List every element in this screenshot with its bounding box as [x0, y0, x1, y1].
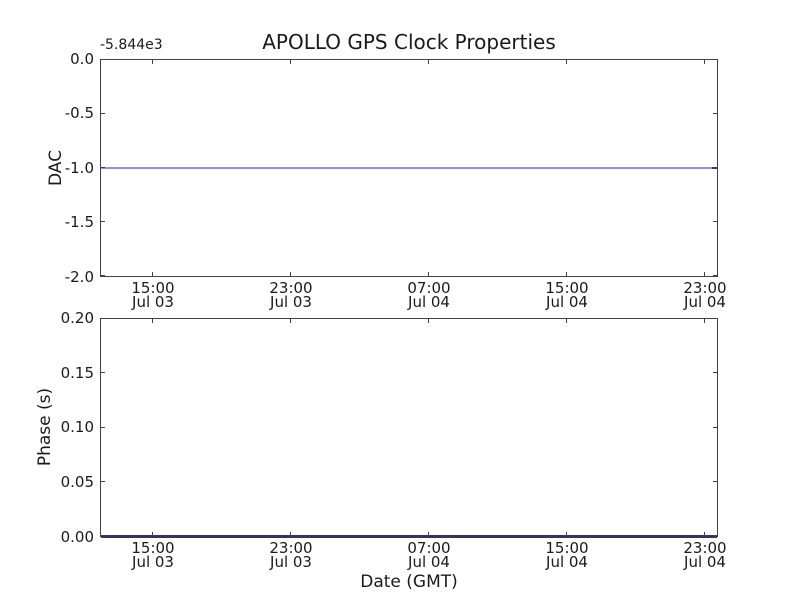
dac-plot-area: [100, 59, 718, 277]
phase-xtick-label: 15:00 Jul 03: [117, 539, 189, 571]
phase-ytick-label: 0.10: [60, 418, 94, 436]
tick-mark: [713, 372, 717, 374]
xtick-time: 15:00: [545, 539, 589, 557]
tick-mark: [427, 532, 429, 536]
phase-ytick-label: 0.15: [60, 364, 94, 382]
phase-ytick-label: 0.00: [60, 528, 94, 546]
tick-mark: [101, 59, 105, 60]
tick-mark: [152, 272, 154, 276]
xtick-date: Jul 04: [408, 293, 450, 311]
tick-mark: [101, 372, 105, 374]
tick-mark: [713, 480, 717, 482]
tick-mark: [713, 113, 717, 114]
tick-mark: [703, 319, 705, 323]
tick-mark: [101, 275, 105, 276]
phase-plot-area: [100, 318, 718, 538]
tick-mark: [703, 532, 705, 536]
phase-xtick-label: 23:00 Jul 03: [255, 539, 327, 571]
dac-xtick-label: 15:00 Jul 03: [117, 279, 189, 311]
tick-mark: [290, 60, 292, 64]
dac-xtick-label: 15:00 Jul 04: [531, 279, 603, 311]
phase-axis-label: Phase (s): [35, 387, 55, 467]
phase-xtick-label: 07:00 Jul 04: [393, 539, 465, 571]
tick-mark: [713, 318, 717, 319]
figure-title: APOLLO GPS Clock Properties: [262, 30, 556, 54]
phase-line: [101, 535, 717, 538]
tick-mark: [427, 60, 429, 64]
dac-xtick-label: 07:00 Jul 04: [393, 279, 465, 311]
tick-mark: [290, 319, 292, 323]
tick-mark: [713, 167, 717, 168]
xtick-time: 23:00: [683, 539, 727, 557]
phase-ytick-label: 0.05: [60, 473, 94, 491]
xtick-date: Jul 04: [684, 293, 726, 311]
xtick-date: Jul 04: [408, 553, 450, 571]
tick-mark: [101, 167, 105, 168]
xtick-date: Jul 03: [132, 293, 174, 311]
tick-mark: [565, 272, 567, 276]
dac-line-end-marker: [712, 167, 717, 169]
tick-mark: [427, 319, 429, 323]
xtick-date: Jul 03: [132, 553, 174, 571]
y-axis-offset-label: -5.844e3: [100, 37, 163, 53]
xtick-time: 23:00: [683, 279, 727, 297]
tick-mark: [713, 59, 717, 60]
dac-ytick-label: -2.0: [64, 268, 94, 286]
tick-mark: [713, 426, 717, 428]
tick-mark: [152, 319, 154, 323]
dac-line: [101, 167, 717, 169]
tick-mark: [713, 535, 717, 536]
tick-mark: [713, 221, 717, 222]
phase-xtick-label: 15:00 Jul 04: [531, 539, 603, 571]
tick-mark: [101, 426, 105, 428]
dac-ytick-label: -1.0: [64, 159, 94, 177]
tick-mark: [290, 272, 292, 276]
tick-mark: [703, 60, 705, 64]
xaxis-label: Date (GMT): [360, 572, 458, 592]
xtick-date: Jul 04: [684, 553, 726, 571]
xtick-time: 15:00: [545, 279, 589, 297]
dac-xtick-label: 23:00 Jul 03: [255, 279, 327, 311]
xtick-time: 07:00: [407, 279, 451, 297]
tick-mark: [101, 480, 105, 482]
xtick-date: Jul 03: [270, 553, 312, 571]
tick-mark: [565, 532, 567, 536]
phase-xtick-label: 23:00 Jul 04: [669, 539, 741, 571]
dac-xtick-label: 23:00 Jul 04: [669, 279, 741, 311]
tick-mark: [101, 535, 105, 536]
dac-ytick-label: -0.5: [64, 104, 94, 122]
xtick-date: Jul 04: [546, 293, 588, 311]
xtick-date: Jul 03: [270, 293, 312, 311]
tick-mark: [565, 60, 567, 64]
xtick-time: 23:00: [269, 279, 313, 297]
dac-axis-label: DAC: [46, 150, 66, 186]
tick-mark: [290, 532, 292, 536]
tick-mark: [152, 60, 154, 64]
phase-ytick-label: 0.20: [60, 309, 94, 327]
tick-mark: [152, 532, 154, 536]
tick-mark: [101, 318, 105, 319]
tick-mark: [565, 319, 567, 323]
xtick-time: 15:00: [131, 279, 175, 297]
tick-mark: [703, 272, 705, 276]
tick-mark: [101, 113, 105, 114]
tick-mark: [427, 272, 429, 276]
xtick-time: 15:00: [131, 539, 175, 557]
dac-ytick-label: -1.5: [64, 213, 94, 231]
tick-mark: [101, 221, 105, 222]
xtick-date: Jul 04: [546, 553, 588, 571]
tick-mark: [713, 275, 717, 276]
xtick-time: 23:00: [269, 539, 313, 557]
dac-ytick-label: 0.0: [70, 50, 94, 68]
xtick-time: 07:00: [407, 539, 451, 557]
